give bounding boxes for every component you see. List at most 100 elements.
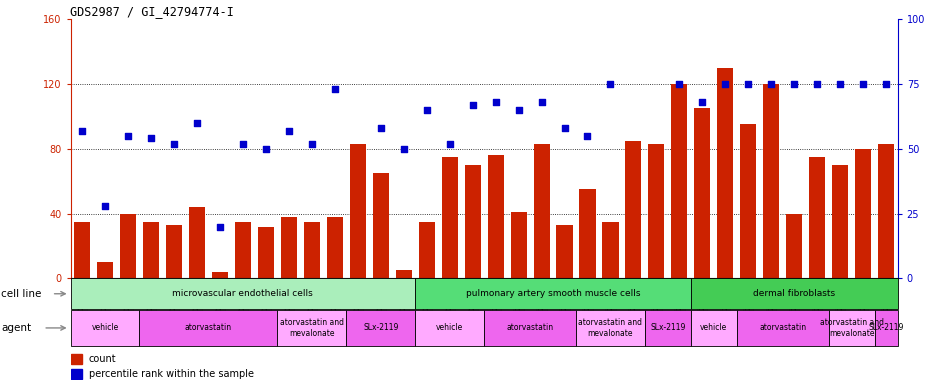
- Text: atorvastatin: atorvastatin: [760, 323, 807, 333]
- Point: [764, 81, 779, 87]
- Bar: [372, 173, 389, 278]
- Point: [258, 146, 274, 152]
- Bar: [763, 84, 779, 278]
- Bar: [70, 278, 415, 309]
- Bar: [786, 214, 803, 278]
- Point: [534, 99, 549, 105]
- Bar: [625, 141, 641, 278]
- Bar: [442, 157, 458, 278]
- Point: [672, 81, 687, 87]
- Bar: [415, 310, 484, 346]
- Text: vehicle: vehicle: [700, 323, 728, 333]
- Bar: [418, 222, 434, 278]
- Bar: [97, 262, 113, 278]
- Bar: [878, 144, 894, 278]
- Bar: [281, 217, 297, 278]
- Bar: [212, 272, 227, 278]
- Point: [695, 99, 710, 105]
- Point: [787, 81, 802, 87]
- Text: SLx-2119: SLx-2119: [363, 323, 399, 333]
- Bar: [510, 212, 526, 278]
- Bar: [671, 84, 687, 278]
- Point: [235, 141, 250, 147]
- Bar: [576, 310, 645, 346]
- Bar: [189, 207, 205, 278]
- Bar: [350, 144, 366, 278]
- Point: [166, 141, 181, 147]
- Point: [373, 125, 388, 131]
- Point: [396, 146, 411, 152]
- Bar: [488, 155, 504, 278]
- Point: [120, 133, 135, 139]
- Point: [281, 127, 296, 134]
- Bar: [649, 144, 665, 278]
- Point: [718, 81, 733, 87]
- Bar: [691, 310, 737, 346]
- Bar: [695, 108, 711, 278]
- Bar: [139, 310, 277, 346]
- Text: count: count: [88, 354, 117, 364]
- Point: [557, 125, 572, 131]
- Text: percentile rank within the sample: percentile rank within the sample: [88, 369, 254, 379]
- Point: [580, 133, 595, 139]
- Point: [74, 127, 89, 134]
- Point: [603, 81, 618, 87]
- Text: dermal fibroblasts: dermal fibroblasts: [753, 289, 836, 298]
- Point: [144, 136, 159, 142]
- Bar: [70, 310, 139, 346]
- Text: vehicle: vehicle: [91, 323, 118, 333]
- Bar: [832, 165, 848, 278]
- Bar: [235, 222, 251, 278]
- Bar: [741, 124, 757, 278]
- Bar: [717, 68, 733, 278]
- Text: microvascular endothelial cells: microvascular endothelial cells: [172, 289, 313, 298]
- Text: atorvastatin: atorvastatin: [507, 323, 554, 333]
- Bar: [327, 217, 343, 278]
- Point: [833, 81, 848, 87]
- Bar: [875, 310, 898, 346]
- Text: atorvastatin and
mevalonate: atorvastatin and mevalonate: [820, 318, 884, 338]
- Text: SLx-2119: SLx-2119: [869, 323, 904, 333]
- Point: [855, 81, 870, 87]
- Bar: [304, 222, 320, 278]
- Bar: [603, 222, 619, 278]
- Bar: [534, 144, 550, 278]
- Bar: [346, 310, 415, 346]
- Point: [98, 203, 113, 209]
- Point: [442, 141, 457, 147]
- Bar: [74, 222, 90, 278]
- Bar: [143, 222, 159, 278]
- Bar: [165, 225, 182, 278]
- Point: [741, 81, 756, 87]
- Bar: [70, 369, 82, 379]
- Point: [189, 120, 204, 126]
- Bar: [415, 278, 691, 309]
- Point: [327, 86, 342, 92]
- Bar: [277, 310, 346, 346]
- Text: atorvastatin and
mevalonate: atorvastatin and mevalonate: [280, 318, 344, 338]
- Bar: [258, 227, 274, 278]
- Bar: [556, 225, 572, 278]
- Text: SLx-2119: SLx-2119: [650, 323, 685, 333]
- Bar: [645, 310, 691, 346]
- Bar: [855, 149, 871, 278]
- Bar: [464, 165, 480, 278]
- Bar: [579, 189, 596, 278]
- Text: vehicle: vehicle: [436, 323, 463, 333]
- Point: [879, 81, 894, 87]
- Text: pulmonary artery smooth muscle cells: pulmonary artery smooth muscle cells: [466, 289, 640, 298]
- Point: [809, 81, 824, 87]
- Point: [212, 223, 227, 230]
- Bar: [809, 157, 825, 278]
- Bar: [120, 214, 136, 278]
- Bar: [691, 278, 898, 309]
- Point: [305, 141, 320, 147]
- Point: [511, 107, 526, 113]
- Text: atorvastatin and
mevalonate: atorvastatin and mevalonate: [578, 318, 642, 338]
- Text: GDS2987 / GI_42794774-I: GDS2987 / GI_42794774-I: [70, 5, 234, 18]
- Bar: [829, 310, 875, 346]
- Bar: [70, 354, 82, 364]
- Point: [465, 102, 480, 108]
- Bar: [396, 270, 412, 278]
- Point: [488, 99, 503, 105]
